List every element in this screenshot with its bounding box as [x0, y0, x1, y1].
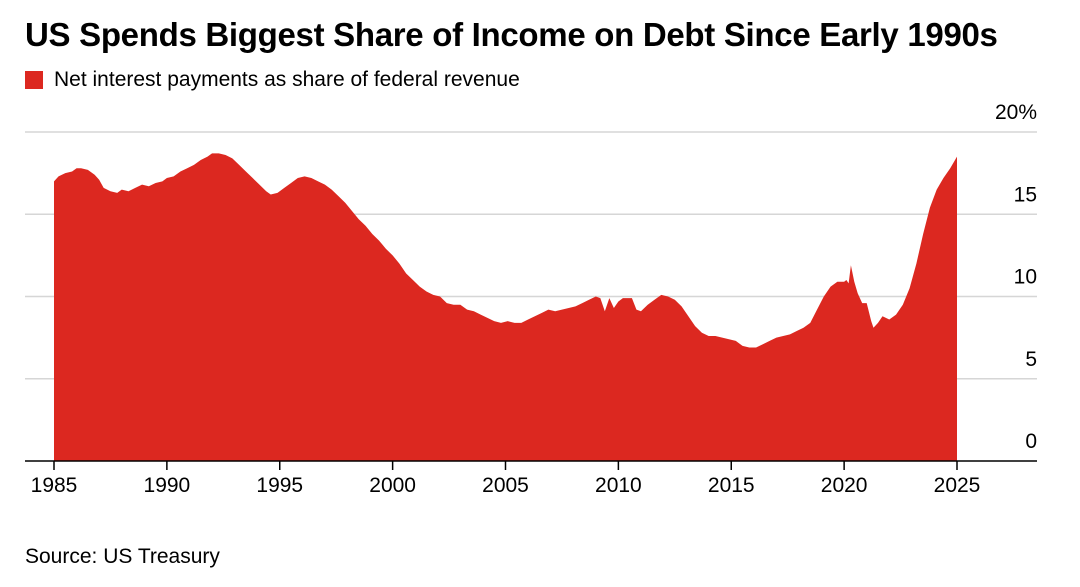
chart-title: US Spends Biggest Share of Income on Deb…	[25, 16, 998, 53]
y-tick-label: 20%	[995, 101, 1037, 124]
x-tick-label: 2000	[369, 474, 416, 497]
source-note: Source: US Treasury	[25, 545, 220, 568]
x-tick-label: 1990	[144, 474, 191, 497]
y-tick-label: 5	[1025, 348, 1037, 371]
x-tick-label: 2010	[595, 474, 642, 497]
x-tick-label: 2015	[708, 474, 755, 497]
x-tick-label: 1995	[256, 474, 303, 497]
tick-labels: 1985 1990 1995 2000 2005 2010 2015 2020 2025 0 5 10…	[31, 101, 1037, 497]
x-tick-label: 2025	[934, 474, 981, 497]
y-tick-label: 15	[1014, 183, 1037, 206]
series-area	[54, 153, 957, 461]
x-tick-label: 1985	[31, 474, 78, 497]
y-tick-label: 0	[1025, 430, 1037, 453]
legend-label: Net interest payments as share of federa…	[54, 68, 520, 91]
series-layer	[54, 153, 957, 461]
legend-swatch	[25, 71, 43, 89]
legend: Net interest payments as share of federa…	[25, 68, 520, 92]
x-tick-label: 2020	[821, 474, 868, 497]
x-tick-label: 2005	[482, 474, 529, 497]
y-tick-label: 10	[1014, 266, 1037, 289]
axes	[25, 460, 1037, 470]
